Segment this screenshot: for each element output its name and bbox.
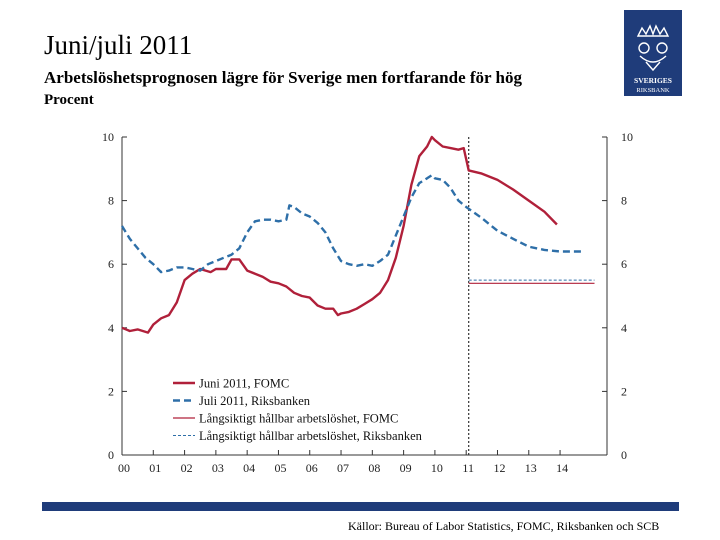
series-line-2 (120, 173, 584, 274)
legend-label-2: Juli 2011, Riksbanken (199, 394, 311, 408)
x-tick-label: 03 (212, 461, 224, 475)
legend-label-3: Långsiktigt hållbar arbetslöshet, FOMC (199, 412, 398, 426)
unit-label: Procent (44, 92, 94, 108)
svg-text:RIKSBANK: RIKSBANK (636, 87, 670, 94)
x-tick-label: 02 (181, 461, 193, 475)
svg-text:SVERIGES: SVERIGES (634, 76, 672, 85)
y-tick-label-right: 6 (621, 257, 627, 271)
riksbank-logo: SVERIGES RIKSBANK (624, 10, 682, 96)
y-tick-label-left: 4 (108, 321, 114, 335)
page-subtitle: Arbetslöshetsprognosen lägre för Sverige… (44, 68, 522, 87)
x-tick-label: 01 (149, 461, 161, 475)
y-tick-label-right: 4 (621, 321, 627, 335)
y-tick-label-left: 2 (108, 384, 114, 398)
x-tick-label: 13 (525, 461, 537, 475)
y-tick-label-left: 0 (108, 448, 114, 462)
x-tick-label: 00 (118, 461, 130, 475)
source-note: Källor: Bureau of Labor Statistics, FOMC… (348, 519, 660, 533)
y-tick-label-right: 8 (621, 194, 627, 208)
x-tick-label: 04 (243, 461, 255, 475)
x-tick-label: 06 (306, 461, 318, 475)
y-tick-label-right: 10 (621, 130, 633, 144)
y-tick-label-left: 6 (108, 257, 114, 271)
x-tick-label: 08 (368, 461, 380, 475)
footer-bar (42, 502, 679, 511)
x-tick-label: 07 (337, 461, 349, 475)
y-tick-label-left: 10 (102, 130, 114, 144)
x-tick-label: 09 (400, 461, 412, 475)
series-line-1 (121, 135, 558, 334)
x-tick-label: 10 (431, 461, 443, 475)
x-tick-label: 12 (493, 461, 505, 475)
legend-label-4: Långsiktigt hållbar arbetslöshet, Riksba… (199, 429, 423, 443)
legend-label-1: Juni 2011, FOMC (199, 377, 289, 391)
y-tick-label-right: 0 (621, 448, 627, 462)
y-tick-label-left: 8 (108, 194, 114, 208)
chart-legend: Juni 2011, FOMC Juli 2011, Riksbanken Lång… (173, 377, 423, 443)
x-tick-label: 11 (462, 461, 474, 475)
y-tick-label-right: 2 (621, 384, 627, 398)
x-tick-label: 05 (274, 461, 286, 475)
page-title: Juni/juli 2011 (44, 30, 193, 60)
x-tick-label: 14 (556, 461, 568, 475)
